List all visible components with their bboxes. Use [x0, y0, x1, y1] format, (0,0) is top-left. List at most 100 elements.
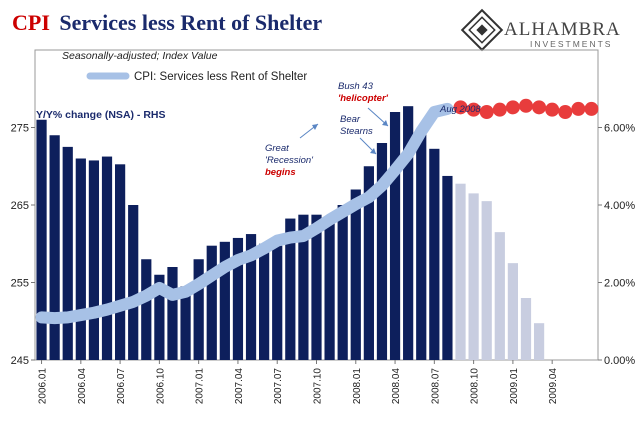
bar — [455, 183, 466, 360]
left-tick-label: 245 — [11, 355, 29, 367]
bar — [376, 143, 388, 360]
projection-dot — [584, 101, 599, 116]
bar — [88, 160, 100, 360]
bar — [128, 205, 139, 360]
chart-title: CPI Services less Rent of Shelter — [12, 10, 322, 35]
x-tick-label: 2006.01 — [38, 368, 49, 405]
projection-dot — [545, 102, 560, 117]
bar — [115, 164, 126, 360]
bar — [154, 274, 165, 360]
right-axis: 0.00% 2.00% 4.00% 6.00% — [598, 123, 635, 367]
x-tick-label: 2006.07 — [116, 368, 127, 405]
x-axis: 2006.01 2006.04 2006.07 2006.10 2007.01 2007.… — [38, 360, 559, 405]
bar — [167, 267, 178, 360]
bar — [533, 323, 545, 360]
bar — [416, 129, 427, 360]
x-tick-label: 2009.01 — [509, 368, 520, 405]
brand-tagline: INVESTMENTS — [530, 39, 612, 49]
arrow-head-icon — [312, 124, 318, 130]
right-tick-label: 6.00% — [604, 123, 635, 135]
bar — [193, 259, 204, 360]
projection-series — [453, 98, 599, 119]
x-tick-label: 2006.04 — [77, 368, 88, 405]
bar — [36, 119, 47, 360]
title-accent: CPI — [12, 10, 50, 35]
annotation-line: Great — [265, 143, 289, 154]
projection-dot — [492, 102, 507, 117]
bar — [180, 286, 191, 361]
x-tick-label: 2006.10 — [155, 368, 166, 405]
bar — [75, 158, 86, 360]
bar — [324, 218, 335, 360]
bar — [285, 218, 296, 360]
projection-dot — [558, 105, 573, 119]
bar-series — [36, 106, 545, 361]
bar — [219, 241, 230, 360]
annotation-line: Bush 43 — [338, 81, 374, 92]
bar — [259, 243, 270, 360]
subtitle: Seasonally-adjusted; Index Value — [62, 50, 218, 62]
x-tick-label: 2008.04 — [391, 368, 402, 405]
title-rest: Services less Rent of Shelter — [59, 10, 322, 35]
arrow-head-icon — [370, 148, 376, 154]
annotation-bush-43: Bush 43 'helicopter' — [338, 81, 389, 127]
bar — [442, 175, 453, 360]
projection-dot — [571, 101, 586, 116]
x-tick-label: 2008.07 — [430, 368, 441, 405]
bar — [403, 106, 414, 360]
bar — [49, 135, 60, 360]
left-tick-label: 265 — [11, 200, 29, 212]
projection-dot — [479, 105, 494, 119]
projection-dot — [505, 100, 520, 115]
bar — [494, 232, 505, 361]
bar — [429, 148, 440, 360]
bar — [481, 201, 492, 361]
bar — [141, 259, 152, 360]
bar — [298, 214, 309, 360]
right-tick-label: 0.00% — [604, 355, 635, 367]
annotation-line: Stearns — [340, 126, 373, 137]
projection-dot — [453, 100, 468, 115]
annotation-great-recession: Great 'Recession' begins — [265, 123, 319, 178]
right-tick-label: 4.00% — [604, 200, 635, 212]
x-tick-label: 2007.01 — [195, 368, 206, 405]
x-tick-label: 2007.10 — [313, 368, 324, 405]
bar — [337, 205, 348, 360]
left-tick-label: 275 — [11, 123, 29, 135]
right-tick-label: 2.00% — [604, 278, 635, 290]
annotation-bear-stearns: Bear Stearns — [340, 114, 377, 155]
bar — [101, 156, 113, 360]
projection-dot — [518, 98, 533, 113]
left-tick-label: 255 — [11, 278, 29, 290]
bar — [232, 237, 244, 360]
left-axis: 245 255 265 275 — [11, 123, 35, 367]
x-tick-label: 2008.10 — [470, 368, 481, 405]
x-tick-label: 2007.04 — [234, 368, 245, 405]
x-tick-label: 2009.04 — [548, 368, 559, 405]
diamond-icon — [460, 8, 504, 52]
brand-name: ALHAMBRA — [504, 19, 621, 40]
legend-label: CPI: Services less Rent of Shelter — [134, 71, 307, 83]
index-line — [35, 102, 454, 325]
bar — [245, 234, 257, 360]
bar — [363, 166, 374, 360]
rhs-label: Y/Y% change (NSA) - RHS — [36, 109, 166, 121]
bar — [520, 298, 532, 360]
bar — [311, 214, 322, 360]
bar — [389, 112, 401, 360]
bar — [468, 193, 479, 361]
bar — [62, 146, 73, 361]
annotation-emphasis: 'helicopter' — [338, 93, 389, 104]
x-tick-label: 2007.07 — [273, 368, 284, 405]
projection-dot — [532, 100, 547, 115]
alhambra-logo: ALHAMBRA INVESTMENTS — [460, 8, 621, 52]
x-tick-label: 2008.01 — [352, 368, 363, 405]
annotation-line: Aug 2008 — [439, 104, 481, 115]
annotation-aug-2008: Aug 2008 — [439, 104, 481, 115]
annotation-line: Bear — [340, 114, 361, 125]
arrow-head-icon — [382, 120, 388, 126]
annotation-emphasis: begins — [265, 167, 296, 178]
projection-dot — [466, 102, 481, 117]
annotation-line: 'Recession' — [265, 155, 314, 166]
